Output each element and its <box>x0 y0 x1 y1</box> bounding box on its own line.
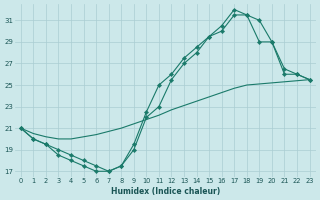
X-axis label: Humidex (Indice chaleur): Humidex (Indice chaleur) <box>111 187 220 196</box>
